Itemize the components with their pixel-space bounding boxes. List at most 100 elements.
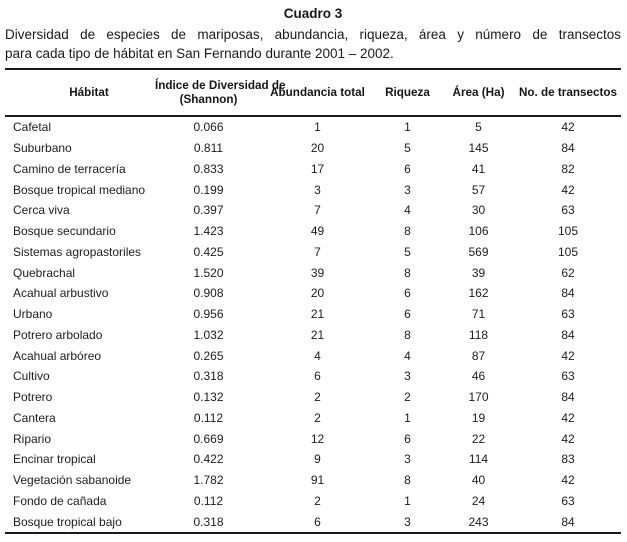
value-cell: 8	[404, 224, 411, 239]
value-cell: 3	[404, 369, 411, 384]
value-cell: 0.265	[193, 348, 224, 363]
column-header-shannon-line2: (Shannon)	[179, 92, 238, 106]
value-cell: 83	[561, 452, 575, 467]
value-cell: 19	[471, 410, 486, 425]
value-cell: 114	[468, 452, 489, 467]
table-row: Acahual arbustivo 0.908 20 6 162 84	[5, 283, 621, 304]
value-cell: 1.520	[193, 265, 224, 280]
value-cell: 2	[314, 410, 321, 425]
value-cell: 6	[404, 286, 411, 301]
value-cell: 42	[561, 348, 575, 363]
value-cell: 84	[561, 286, 575, 301]
habitat-cell: Cantera	[13, 410, 56, 425]
table-row: Sistemas agropastoriles 0.425 7 5 569 105	[5, 242, 621, 263]
table-row: Bosque tropical bajo 0.318 6 3 243 84	[5, 511, 621, 533]
habitat-cell: Sistemas agropastoriles	[13, 244, 142, 259]
table-row: Cerca viva 0.397 7 4 30 63	[5, 200, 621, 221]
table-row: Potrero arbolado 1.032 21 8 118 84	[5, 325, 621, 346]
column-header-transectos: No. de transectos	[515, 69, 621, 117]
value-cell: 8	[404, 473, 411, 488]
habitat-cell: Ripario	[13, 431, 52, 446]
value-cell: 84	[561, 141, 575, 156]
value-cell: 8	[404, 327, 411, 342]
table-body: Cafetal 0.066 1 1 5 42 Suburbano 0.811 20 5 145 84 C…	[5, 116, 621, 533]
value-cell: 63	[561, 307, 575, 322]
value-cell: 0.956	[193, 307, 224, 322]
value-cell: 4	[404, 203, 411, 218]
value-cell: 0.425	[193, 244, 224, 259]
habitat-cell: Suburbano	[13, 141, 72, 156]
value-cell: 8	[404, 265, 411, 280]
table-row: Vegetación sabanoide 1.782 91 8 40 42	[5, 470, 621, 491]
value-cell: 4	[314, 348, 321, 363]
table-row: Quebrachal 1.520 39 8 39 62	[5, 262, 621, 283]
value-cell: 9	[314, 452, 321, 467]
value-cell: 0.908	[193, 286, 224, 301]
caption-line-1: Diversidad de especies de mariposas, abu…	[5, 27, 621, 42]
table-row: Acahual arbóreo 0.265 4 4 87 42	[5, 345, 621, 366]
value-cell: 3	[404, 452, 411, 467]
value-cell: 30	[471, 203, 486, 218]
value-cell: 39	[471, 265, 486, 280]
value-cell: 1	[404, 493, 411, 508]
value-cell: 6	[314, 514, 321, 529]
habitat-cell: Cerca viva	[13, 203, 70, 218]
value-cell: 49	[310, 224, 325, 239]
table-row: Cultivo 0.318 6 3 46 63	[5, 366, 621, 387]
value-cell: 63	[561, 369, 575, 384]
value-cell: 84	[561, 327, 575, 342]
value-cell: 1	[404, 120, 411, 135]
value-cell: 21	[310, 327, 325, 342]
value-cell: 145	[468, 141, 489, 156]
value-cell: 0.422	[193, 452, 224, 467]
table-row: Fondo de cañada 0.112 2 1 24 63	[5, 491, 621, 512]
habitat-cell: Potrero	[13, 390, 53, 405]
value-cell: 0.397	[193, 203, 224, 218]
value-cell: 22	[471, 431, 486, 446]
value-cell: 87	[471, 348, 486, 363]
value-cell: 42	[561, 473, 575, 488]
table-row: Bosque tropical mediano 0.199 3 3 57 42	[5, 179, 621, 200]
value-cell: 0.669	[193, 431, 224, 446]
value-cell: 82	[561, 161, 575, 176]
value-cell: 42	[561, 182, 575, 197]
value-cell: 0.132	[193, 390, 224, 405]
habitat-cell: Bosque secundario	[13, 224, 116, 239]
table-row: Suburbano 0.811 20 5 145 84	[5, 138, 621, 159]
value-cell: 0.112	[193, 493, 224, 508]
table-row: Urbano 0.956 21 6 71 63	[5, 304, 621, 325]
value-cell: 7	[314, 203, 321, 218]
value-cell: 243	[468, 514, 489, 529]
habitat-cell: Cafetal	[13, 120, 52, 135]
value-cell: 0.199	[193, 182, 224, 197]
value-cell: 1.423	[193, 224, 224, 239]
column-header-shannon-line1: Índice de Diversidad de	[155, 79, 286, 92]
value-cell: 1.782	[193, 473, 224, 488]
table-row: Potrero 0.132 2 2 170 84	[5, 387, 621, 408]
value-cell: 6	[404, 431, 411, 446]
value-cell: 0.318	[193, 369, 224, 384]
habitat-cell: Bosque tropical mediano	[13, 182, 146, 197]
value-cell: 6	[404, 161, 411, 176]
value-cell: 105	[557, 224, 579, 239]
value-cell: 6	[314, 369, 321, 384]
value-cell: 0.811	[193, 141, 224, 156]
value-cell: 0.066	[193, 120, 224, 135]
value-cell: 39	[310, 265, 325, 280]
value-cell: 42	[561, 431, 575, 446]
habitat-cell: Acahual arbóreo	[13, 348, 102, 363]
value-cell: 106	[468, 224, 489, 239]
header-row: Hábitat Índice de Diversidad de (Shannon…	[5, 69, 621, 117]
table-caption: Diversidad de especies de mariposas, abu…	[5, 26, 621, 63]
habitat-cell: Bosque tropical bajo	[13, 514, 122, 529]
value-cell: 57	[471, 182, 486, 197]
value-cell: 20	[310, 286, 325, 301]
column-header-habitat: Hábitat	[5, 69, 155, 117]
column-header-riqueza: Riqueza	[373, 69, 442, 117]
value-cell: 2	[314, 390, 321, 405]
habitat-cell: Urbano	[13, 307, 53, 322]
table-row: Encinar tropical 0.422 9 3 114 83	[5, 449, 621, 470]
value-cell: 42	[561, 120, 575, 135]
table-row: Cafetal 0.066 1 1 5 42	[5, 116, 621, 138]
value-cell: 2	[404, 390, 411, 405]
